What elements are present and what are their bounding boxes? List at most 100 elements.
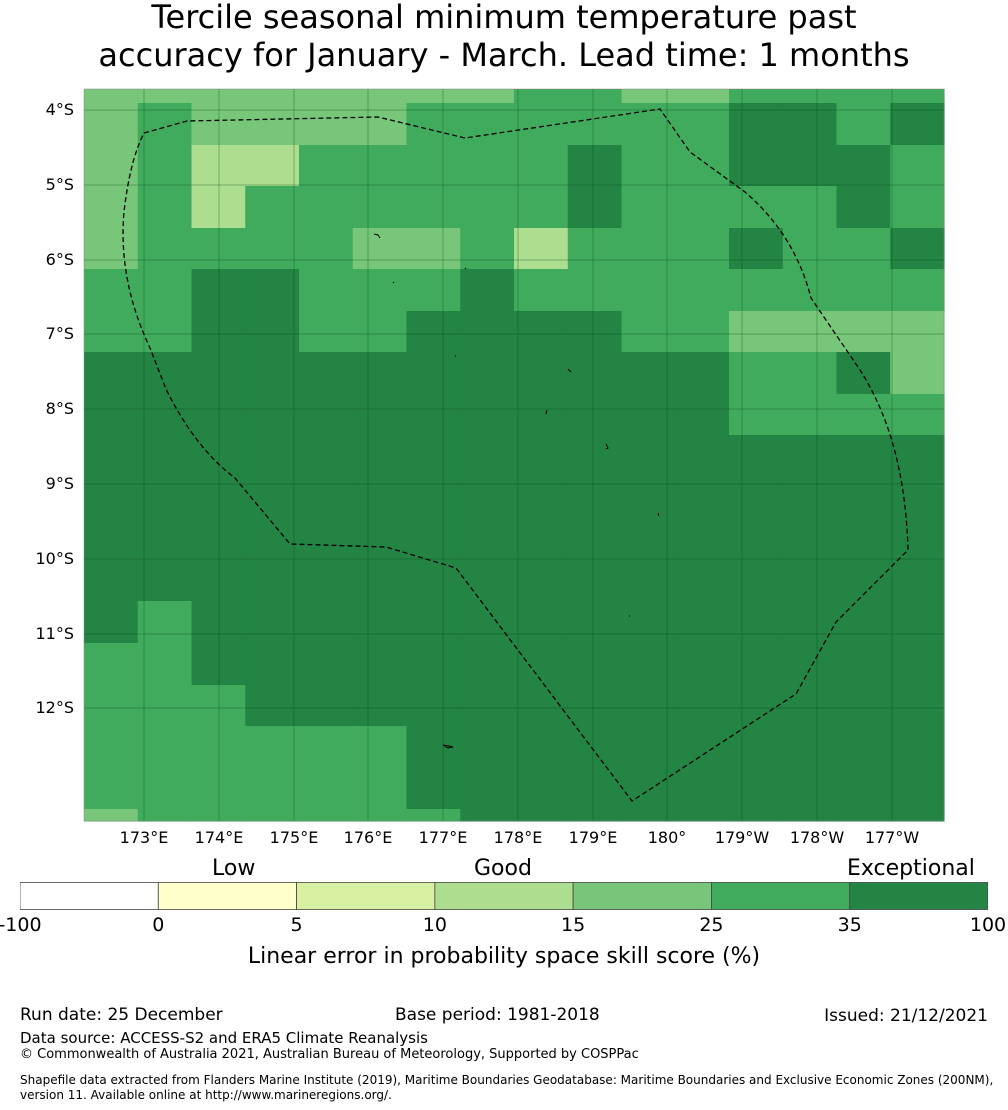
grid-cell [675,311,730,353]
grid-cell [84,643,139,686]
grid-cell [567,601,623,644]
grid-cell [406,186,461,229]
grid-cell [621,477,676,519]
grid-cell [890,352,945,395]
colorbar-tick-label: 0 [152,914,165,936]
grid-cell [191,103,246,146]
longitude-label: 176°E [343,828,393,847]
grid-cell [675,89,730,104]
latitude-label: 11°S [35,624,74,643]
longitude-label: 179°W [714,828,770,847]
grid-cell [782,768,838,810]
grid-cell [245,477,300,519]
grid-cell [84,768,139,810]
grid-cell [729,601,784,644]
grid-cell [352,186,408,229]
run-date: Run date: 25 December [20,1005,223,1025]
colorbar-tick-label: 100 [969,914,1007,936]
grid-cell [245,518,300,561]
grid-cell [729,518,784,561]
grid-cell [137,643,193,686]
grid-cell [567,768,623,810]
grid-cell [836,477,891,519]
grid-cell [890,560,945,602]
latitude-label: 4°S [45,100,74,119]
grid-cell [729,435,784,478]
grid-cell [460,103,515,146]
grid-cell [137,685,193,727]
grid-cell [245,809,300,822]
grid-cell [836,311,891,353]
grid-cell [621,103,676,146]
grid-cell [460,352,515,395]
grid-cell [890,186,945,229]
grid-cell [567,145,623,187]
eez-boundary [122,108,909,802]
grid-cell [299,186,354,229]
grid-cell [84,477,139,519]
grid-cell [514,601,569,644]
grid-cell [460,601,515,644]
grid-cell [406,311,461,353]
colorbar-tick-label: 15 [561,914,586,936]
grid-cell [406,518,461,561]
grid-cell [782,186,838,229]
grid-cell [836,352,891,395]
grid-cell [191,311,246,353]
longitude-label: 179°E [568,828,618,847]
grid-cell [191,518,246,561]
colorbar-segment [572,882,712,910]
shapefile-credit-1: Shapefile data extracted from Flanders M… [20,1073,994,1087]
grid-cell [675,726,730,769]
grid-cell [514,768,569,810]
grid-cell [675,186,730,229]
grid-cell [245,435,300,478]
issued-date: Issued: 21/12/2021 [824,1006,988,1026]
colorbar-segment [711,882,851,910]
grid-cell [352,435,408,478]
grid-cell [84,726,139,769]
grid-cell [137,269,193,312]
grid-cell [621,685,676,727]
grid-cell [621,186,676,229]
grid-cell [406,145,461,187]
grid-cell [406,560,461,602]
grid-cell [675,394,730,436]
grid-cell [782,228,838,270]
grid-cell [137,352,193,395]
grid-cell [890,643,945,686]
grid-cell [191,477,246,519]
grid-cell [460,518,515,561]
grid-cell [836,560,891,602]
grid-cell [299,89,354,104]
grid-cell [352,269,408,312]
grid-cell [567,518,623,561]
grid-cell [352,601,408,644]
grid-cell [84,269,139,312]
grid-cell [621,89,676,104]
grid-cell [245,311,300,353]
grid-cell [245,103,300,146]
grid-cell [406,228,461,270]
grid-cell [782,352,838,395]
grid-cell [782,145,838,187]
grid-cell [84,394,139,436]
grid-cell [352,352,408,395]
grid-cell [782,601,838,644]
colorbar-segment [20,882,159,910]
grid-cell [836,89,891,104]
grid-cell [729,394,784,436]
grid-cell [299,435,354,478]
grid-cell [514,809,569,822]
grid-cell [836,643,891,686]
grid-cell [299,477,354,519]
grid-cell [514,228,569,270]
latitude-label: 6°S [45,250,74,269]
grid-cell [514,643,569,686]
grid-cell [406,643,461,686]
grid-cell [460,560,515,602]
grid-cell [729,685,784,727]
grid-cell [191,560,246,602]
grid-cell [406,394,461,436]
grid-cell [460,809,515,822]
